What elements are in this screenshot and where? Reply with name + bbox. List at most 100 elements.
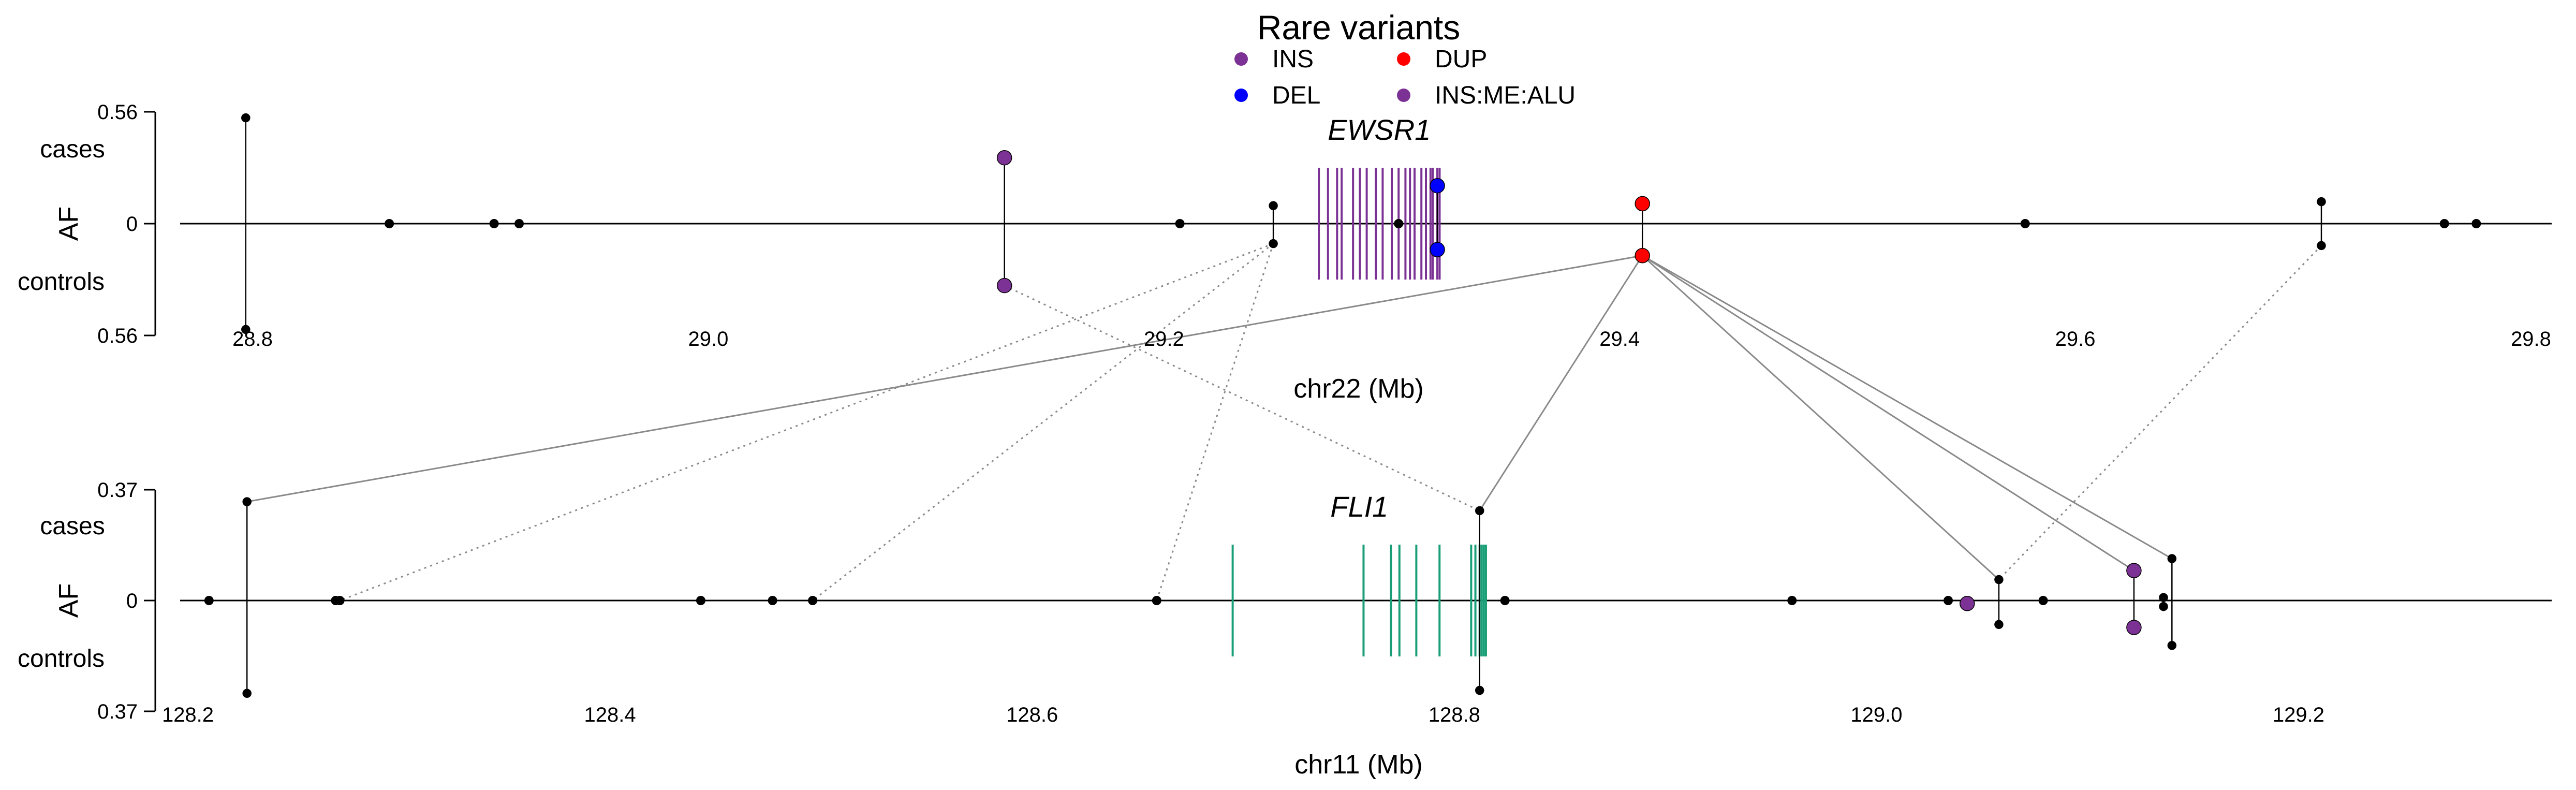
variant xyxy=(335,596,345,605)
y-tick-label: 0 xyxy=(126,590,138,612)
x-tick-label: 29.0 xyxy=(688,328,728,350)
case-af-point xyxy=(1475,506,1484,516)
legend-item: DEL xyxy=(1234,82,1320,109)
zero-af-point xyxy=(696,596,705,605)
control-af-point xyxy=(2126,620,2142,635)
x-tick-label: 128.6 xyxy=(1006,704,1058,726)
variant xyxy=(1944,596,1953,605)
variant xyxy=(1475,506,1484,695)
legend-item: INS:ME:ALU xyxy=(1397,82,1576,109)
zero-af-point xyxy=(514,219,524,228)
legend-label: INS xyxy=(1272,46,1314,73)
case-af-point xyxy=(1635,196,1650,212)
control-af-point xyxy=(1475,685,1484,695)
control-af-point xyxy=(1960,596,1975,611)
y-tick-label: 0.56 xyxy=(97,325,138,347)
control-af-point xyxy=(2159,602,2168,611)
variant xyxy=(996,150,1012,294)
controls-label: controls xyxy=(18,645,105,672)
variant xyxy=(2439,219,2449,228)
zero-af-point xyxy=(1394,219,1404,228)
y-tick-label: 0.56 xyxy=(97,101,138,124)
control-af-point xyxy=(1994,620,2004,630)
zero-af-point xyxy=(808,596,818,605)
zero-af-point xyxy=(2471,219,2481,228)
variant xyxy=(1394,219,1404,228)
solid-link xyxy=(1642,255,2173,560)
case-af-point xyxy=(1994,575,2004,584)
zero-af-point xyxy=(768,596,777,605)
variant xyxy=(241,113,251,334)
control-af-point xyxy=(1430,242,1445,257)
panels: 0.56 0 0.56 AF cases controls 28.8 29.0 29.2 29.4… xyxy=(18,101,2552,780)
zero-af-point xyxy=(1944,596,1953,605)
legend-marker xyxy=(1397,52,1410,66)
variant xyxy=(1960,596,1975,611)
dotted-link xyxy=(340,243,1274,602)
x-axis-label: chr11 (Mb) xyxy=(1294,750,1423,780)
x-tick-label: 128.8 xyxy=(1429,704,1480,726)
top-panel: 0.56 0 0.56 AF cases controls 28.8 29.0 29.2 29.4… xyxy=(18,101,2552,404)
legend-title: Rare variants xyxy=(1257,8,1461,47)
legend-label: DEL xyxy=(1272,82,1320,109)
case-af-point xyxy=(242,497,252,506)
legend-label: INS:ME:ALU xyxy=(1435,82,1576,109)
zero-af-point xyxy=(489,219,499,228)
zero-af-point xyxy=(2020,219,2030,228)
legend-marker xyxy=(1234,52,1248,66)
solid-link xyxy=(1642,255,2135,572)
variant xyxy=(2471,219,2481,228)
variant xyxy=(2020,219,2030,228)
variant xyxy=(2126,563,2142,635)
variant xyxy=(696,596,705,605)
variant xyxy=(1175,219,1185,228)
control-af-point xyxy=(996,277,1012,294)
legend-label: DUP xyxy=(1435,46,1487,73)
solid-link xyxy=(246,255,1643,503)
y-tick-label: 0.37 xyxy=(97,479,138,502)
x-tick-label: 29.6 xyxy=(2055,328,2096,350)
variant xyxy=(1635,196,1650,264)
control-af-point xyxy=(1269,239,1278,248)
control-af-point xyxy=(242,689,252,698)
cases-label: cases xyxy=(40,513,105,540)
dotted-link xyxy=(1998,245,2322,580)
variant xyxy=(1152,596,1161,605)
zero-af-point xyxy=(1787,596,1797,605)
x-tick-label: 129.0 xyxy=(1850,704,1902,726)
control-af-point xyxy=(1635,247,1650,264)
control-af-point xyxy=(2167,641,2177,650)
case-af-point xyxy=(241,113,251,123)
zero-af-point xyxy=(204,596,214,605)
y-tick-label: 0.37 xyxy=(97,700,138,723)
zero-af-point xyxy=(2038,596,2048,605)
variant xyxy=(2317,197,2326,251)
solid-link xyxy=(1642,255,1999,580)
variant xyxy=(242,497,252,698)
x-tick-label: 29.4 xyxy=(1599,328,1640,350)
dotted-link xyxy=(812,243,1274,602)
variant xyxy=(385,219,394,228)
variant xyxy=(204,596,214,605)
variant xyxy=(489,219,499,228)
variant xyxy=(1994,575,2004,630)
variant xyxy=(768,596,777,605)
x-tick-label: 128.2 xyxy=(162,704,214,726)
y-axis-label: AF xyxy=(54,207,84,241)
case-af-point xyxy=(1430,178,1445,194)
variant xyxy=(2167,554,2177,650)
link-lines xyxy=(246,243,2322,602)
case-af-point xyxy=(2167,554,2177,563)
case-af-point xyxy=(996,150,1012,166)
zero-af-point xyxy=(335,596,345,605)
variant xyxy=(514,219,524,228)
cases-label: cases xyxy=(40,136,105,163)
x-tick-label: 29.8 xyxy=(2511,328,2551,350)
zero-af-point xyxy=(1152,596,1161,605)
case-af-point xyxy=(2126,563,2142,578)
x-axis-label: chr22 (Mb) xyxy=(1293,374,1423,404)
case-af-point xyxy=(2159,593,2168,602)
control-af-point xyxy=(241,325,251,334)
zero-af-point xyxy=(1175,219,1185,228)
case-af-point xyxy=(2317,197,2326,207)
